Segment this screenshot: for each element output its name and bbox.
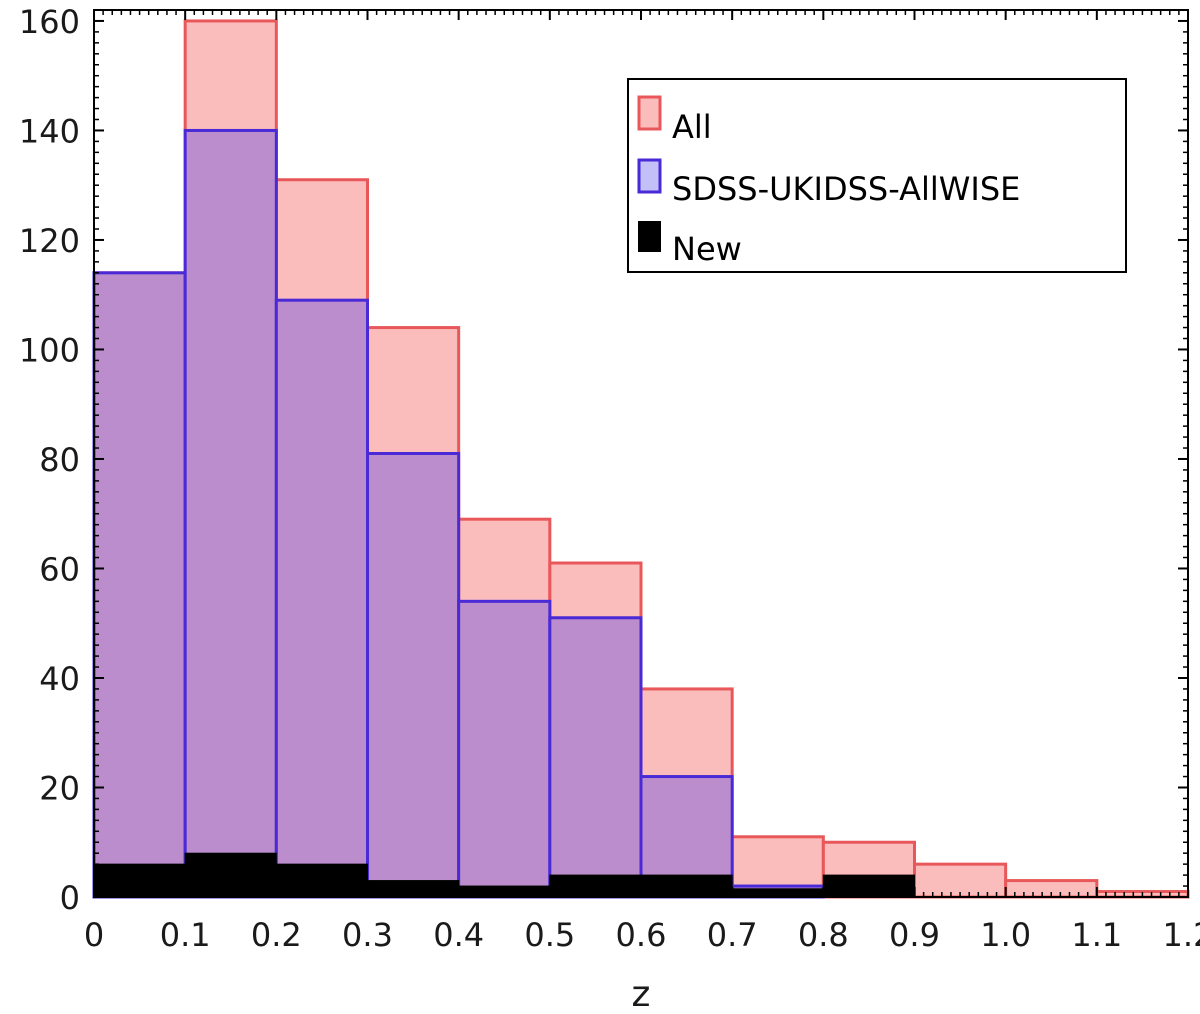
y-tick-label: 160 <box>19 3 80 41</box>
bar-sdss-ukidss-allwise-2 <box>274 298 370 899</box>
bar-sdss-ukidss-allwise-5 <box>548 616 643 899</box>
x-tick-label: 0.3 <box>342 916 393 954</box>
bars-layer <box>92 19 1190 899</box>
legend-label-sdss-ukidss-allwise: SDSS-UKIDSS-AllWISE <box>672 170 1020 208</box>
x-tick-label: 0 <box>84 916 104 954</box>
x-tick-label: 1.2 <box>1163 916 1200 954</box>
series-new <box>93 852 915 898</box>
y-tick-label: 100 <box>19 331 80 369</box>
plot-frame <box>93 9 1189 898</box>
bar-new-2 <box>275 863 369 898</box>
x-tick-label: 0.1 <box>160 916 211 954</box>
y-tick-label: 120 <box>19 222 80 260</box>
x-tick-label: 0.7 <box>707 916 758 954</box>
x-tick-label: 1.0 <box>980 916 1031 954</box>
bar-sdss-ukidss-allwise-4 <box>457 599 552 899</box>
legend-swatch-all <box>637 95 662 131</box>
series-sdss-ukidss-allwise <box>92 128 825 899</box>
ticks-layer <box>93 10 1189 898</box>
bar-sdss-ukidss-allwise-0 <box>92 271 187 899</box>
x-tick-label: 0.5 <box>524 916 575 954</box>
bar-sdss-ukidss-allwise-3 <box>366 452 461 899</box>
x-axis-title: z <box>632 974 651 1014</box>
y-tick-label: 0 <box>60 879 80 917</box>
legend-swatch-new <box>638 221 661 252</box>
y-tick-label: 20 <box>39 769 80 807</box>
legend-swatch-sdss-ukidss-allwise <box>637 158 662 194</box>
legend-label-all: All <box>672 108 712 146</box>
legend: All SDSS-UKIDSS-AllWISE New <box>627 78 1127 273</box>
bar-new-1 <box>184 852 277 898</box>
y-tick-label: 140 <box>19 112 80 150</box>
y-tick-label: 40 <box>39 660 80 698</box>
x-tick-label: 0.6 <box>616 916 667 954</box>
x-tick-label: 0.9 <box>889 916 940 954</box>
x-tick-label: 1.1 <box>1071 916 1122 954</box>
legend-box <box>627 78 1127 273</box>
x-tick-label: 0.2 <box>251 916 302 954</box>
tick-labels-layer: 0 0.1 0.2 0.3 0.4 0.5 0.6 0.7 0.8 0.9 1.0 1.1 1.2 0 20… <box>19 3 1200 954</box>
bar-sdss-ukidss-allwise-1 <box>183 128 278 899</box>
x-tick-label: 0.8 <box>798 916 849 954</box>
legend-label-new: New <box>672 230 742 268</box>
y-tick-label: 60 <box>39 550 80 588</box>
y-tick-label: 80 <box>39 441 80 479</box>
x-tick-label: 0.4 <box>433 916 484 954</box>
